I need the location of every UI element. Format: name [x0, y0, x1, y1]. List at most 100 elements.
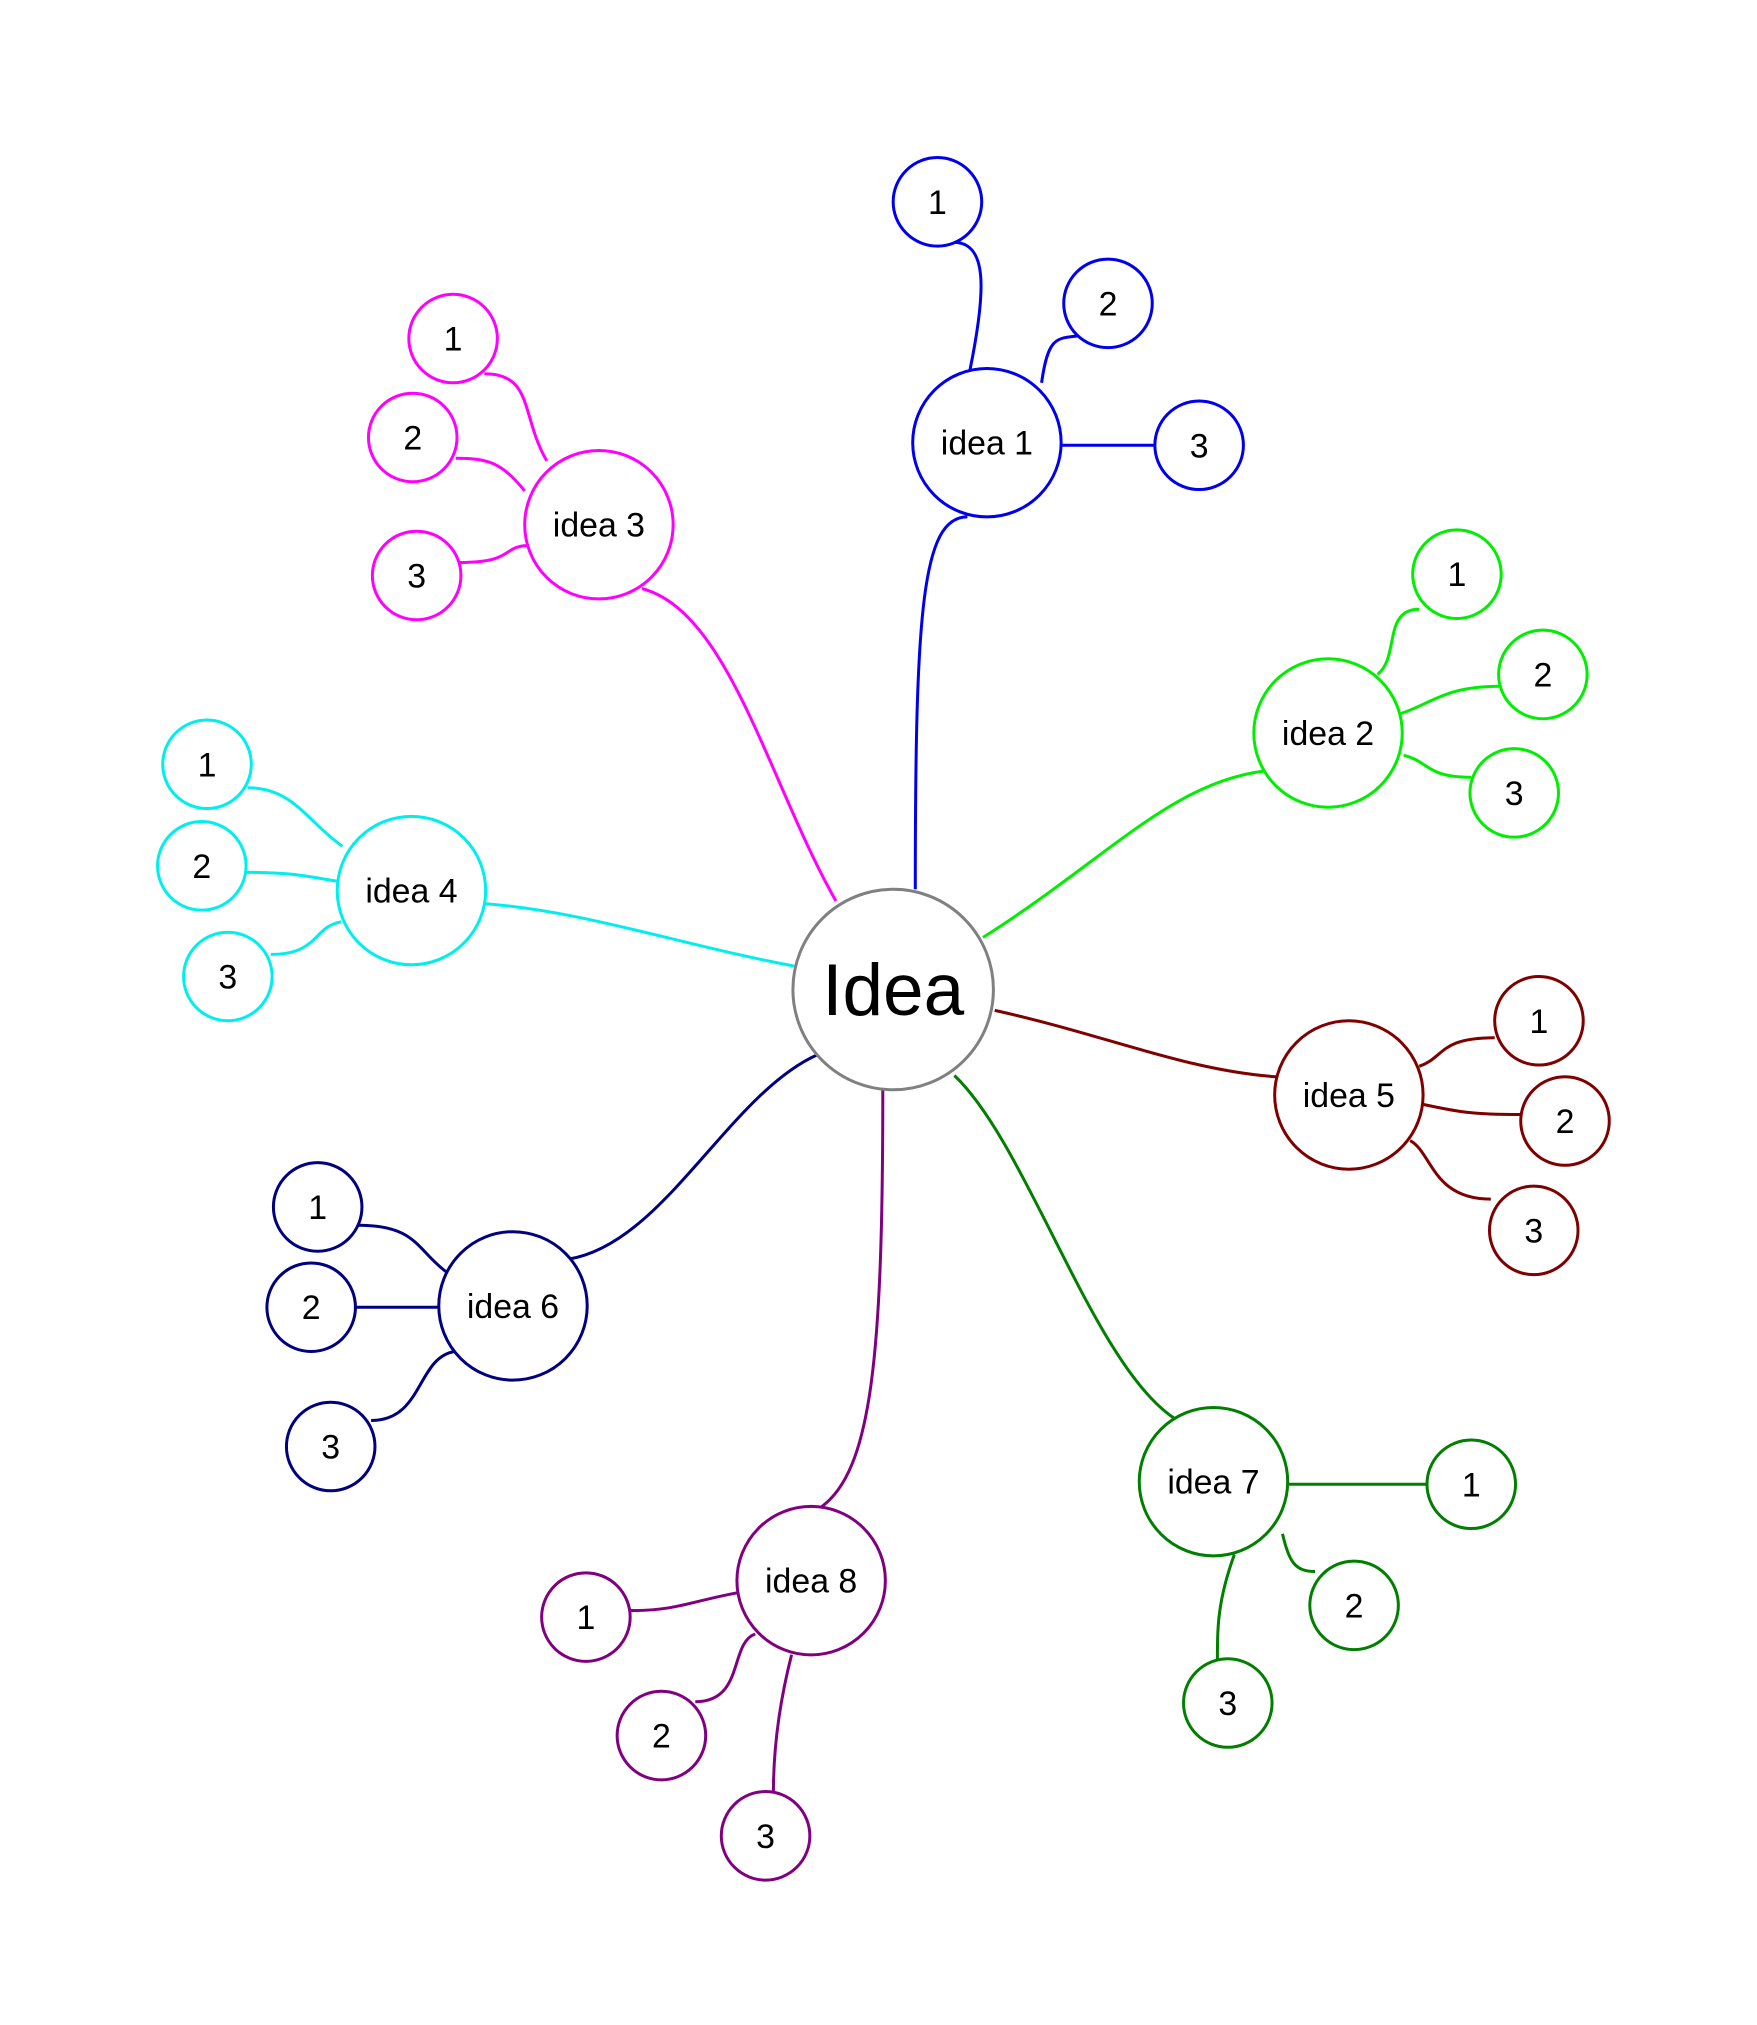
idea-7-sub-3-node[interactable]: 3: [1182, 1657, 1274, 1749]
idea-6-node-circle: [437, 1230, 589, 1382]
idea-7-node[interactable]: idea 7: [1137, 1405, 1290, 1558]
idea-5-node-label: idea 5: [1303, 1077, 1395, 1115]
idea-6-sub-2-node-label: 2: [302, 1289, 321, 1327]
idea-5-sub-1-node-label: 1: [1530, 1003, 1549, 1041]
idea-2-sub-2-node-label: 2: [1533, 656, 1552, 694]
idea-2-sub-3-node-label: 3: [1505, 775, 1524, 813]
idea-2-sub-1-node-label: 1: [1448, 556, 1467, 594]
link-idea-7-to-sub-2: [1281, 1533, 1316, 1573]
idea-3-sub-1-node[interactable]: 1: [407, 292, 499, 385]
idea-1-sub-2-node-label: 2: [1099, 285, 1118, 323]
mind-map-links: [244, 240, 1521, 1793]
link-idea-7-to-sub-3: [1215, 1554, 1236, 1662]
idea-3-sub-3-node-circle: [370, 529, 463, 622]
idea-7-sub-1-node[interactable]: 1: [1425, 1438, 1518, 1531]
idea-3-node-label: idea 3: [553, 507, 645, 545]
idea-2-sub-3-node-circle: [1468, 747, 1560, 839]
idea-8-sub-3-node-label: 3: [756, 1818, 775, 1856]
idea-1-node[interactable]: idea 1: [911, 366, 1063, 519]
idea-8-sub-2-node[interactable]: 2: [615, 1689, 708, 1782]
idea-7-sub-3-node-circle: [1182, 1657, 1274, 1749]
idea-4-sub-1-node-label: 1: [198, 746, 217, 784]
idea-4-sub-2-node[interactable]: 2: [156, 820, 248, 912]
idea-2-sub-2-node[interactable]: 2: [1497, 628, 1589, 721]
idea-4-sub-2-node-label: 2: [192, 848, 211, 886]
idea-1-sub-3-node-circle: [1153, 399, 1245, 492]
idea-2-node-circle: [1252, 657, 1404, 809]
link-idea-8-to-sub-3: [771, 1654, 794, 1793]
idea-6-sub-2-node[interactable]: 2: [265, 1261, 357, 1353]
idea-6-node[interactable]: idea 6: [437, 1230, 589, 1382]
idea-8-sub-2-node-label: 2: [652, 1718, 671, 1756]
idea-2-sub-3-node[interactable]: 3: [1468, 747, 1560, 839]
idea-8-node-label: idea 8: [765, 1563, 857, 1601]
idea-1-sub-2-node[interactable]: 2: [1062, 257, 1154, 350]
idea-4-node[interactable]: idea 4: [335, 814, 488, 967]
link-idea-2-to-sub-2: [1400, 684, 1500, 715]
link-idea-2-to-sub-1: [1376, 607, 1420, 676]
idea-1-sub-3-node[interactable]: 3: [1153, 399, 1245, 492]
idea-5-sub-3-node[interactable]: 3: [1487, 1184, 1580, 1277]
idea-5-node[interactable]: idea 5: [1273, 1019, 1425, 1171]
idea-2-sub-1-node[interactable]: 1: [1411, 528, 1503, 620]
idea-5-sub-2-node[interactable]: 2: [1519, 1075, 1611, 1167]
idea-3-sub-3-node-label: 3: [407, 557, 426, 595]
idea-1-sub-1-node[interactable]: 1: [891, 156, 984, 248]
idea-3-node-circle: [523, 448, 675, 601]
mind-map-nodes: Idea idea 1 1 2 3 idea 2 1 2 3 idea 3 1 2 3 idea 4 1 2 3…: [156, 156, 1611, 1882]
link-root-to-idea-4: [484, 902, 795, 968]
idea-5-sub-3-node-circle: [1487, 1184, 1580, 1277]
idea-6-sub-1-node-circle: [271, 1161, 364, 1253]
link-idea-3-to-sub-2: [455, 456, 526, 492]
link-idea-5-to-sub-3: [1409, 1139, 1491, 1201]
idea-8-sub-1-node[interactable]: 1: [540, 1571, 632, 1663]
root-node[interactable]: Idea: [791, 887, 995, 1092]
link-root-to-idea-6: [568, 1053, 819, 1261]
idea-4-sub-3-node[interactable]: 3: [182, 930, 274, 1023]
idea-3-sub-2-node[interactable]: 2: [366, 391, 459, 484]
idea-8-sub-3-node-circle: [719, 1790, 812, 1882]
idea-5-sub-2-node-circle: [1519, 1075, 1611, 1167]
link-idea-6-to-sub-3: [371, 1350, 455, 1422]
idea-1-node-circle: [911, 366, 1063, 519]
idea-3-sub-1-node-circle: [407, 292, 499, 385]
idea-8-sub-1-node-circle: [540, 1571, 632, 1663]
link-root-to-idea-7: [953, 1074, 1177, 1421]
idea-1-node-label: idea 1: [941, 425, 1033, 463]
idea-4-sub-3-node-circle: [182, 930, 274, 1023]
idea-5-node-circle: [1273, 1019, 1425, 1171]
idea-7-node-label: idea 7: [1167, 1464, 1259, 1502]
link-root-to-idea-1: [913, 515, 968, 890]
idea-5-sub-2-node-label: 2: [1556, 1103, 1575, 1141]
link-idea-8-to-sub-2: [695, 1632, 756, 1704]
idea-3-sub-3-node[interactable]: 3: [370, 529, 463, 622]
idea-7-sub-2-node-label: 2: [1345, 1587, 1364, 1625]
idea-8-sub-3-node[interactable]: 3: [719, 1790, 812, 1882]
idea-7-sub-2-node-circle: [1308, 1559, 1400, 1652]
idea-7-node-circle: [1137, 1405, 1290, 1558]
idea-8-node[interactable]: idea 8: [735, 1504, 887, 1657]
link-idea-5-to-sub-1: [1418, 1036, 1495, 1068]
link-idea-4-to-sub-2: [244, 870, 339, 883]
idea-3-node[interactable]: idea 3: [523, 448, 675, 601]
link-idea-8-to-sub-1: [630, 1590, 740, 1613]
idea-6-sub-1-node[interactable]: 1: [271, 1161, 364, 1253]
idea-3-sub-2-node-circle: [366, 391, 459, 484]
idea-7-sub-2-node[interactable]: 2: [1308, 1559, 1400, 1652]
idea-2-node[interactable]: idea 2: [1252, 657, 1404, 809]
link-idea-3-to-sub-1: [484, 372, 549, 462]
idea-4-sub-1-node[interactable]: 1: [161, 718, 253, 811]
link-idea-1-to-sub-1: [953, 240, 983, 371]
link-idea-1-to-sub-2: [1040, 334, 1079, 384]
link-root-to-idea-8: [819, 1089, 885, 1509]
link-idea-3-to-sub-3: [459, 544, 528, 564]
idea-7-sub-1-node-circle: [1425, 1438, 1518, 1531]
idea-8-node-circle: [735, 1504, 887, 1657]
idea-6-sub-3-node[interactable]: 3: [284, 1400, 377, 1493]
link-idea-4-to-sub-1: [247, 786, 344, 848]
idea-4-node-label: idea 4: [365, 873, 457, 911]
idea-3-sub-2-node-label: 2: [403, 419, 422, 457]
link-idea-4-to-sub-3: [270, 920, 342, 956]
idea-5-sub-1-node[interactable]: 1: [1493, 975, 1585, 1067]
